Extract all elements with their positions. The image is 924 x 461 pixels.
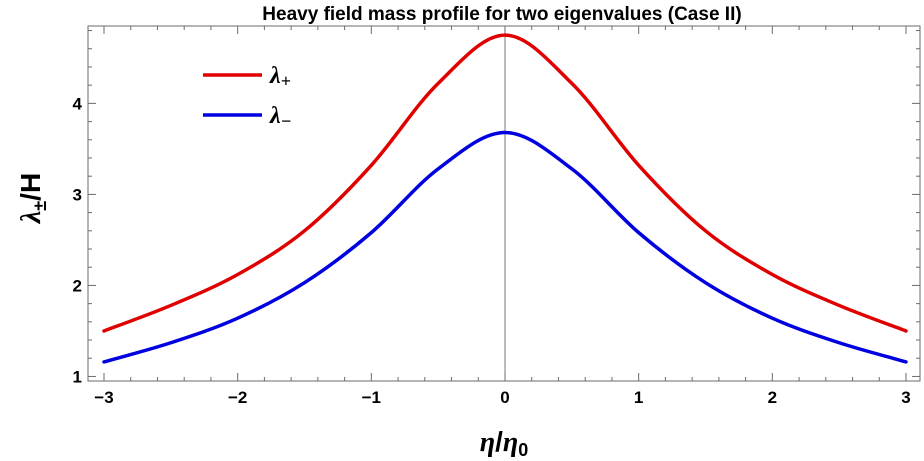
x-tick-label: 2 bbox=[768, 388, 777, 407]
x-axis: −3 −2 −1 0 1 2 3 bbox=[94, 26, 911, 407]
x-tick-label: 1 bbox=[634, 388, 643, 407]
y-tick-label: 3 bbox=[73, 185, 82, 204]
legend: λ+ λ− bbox=[203, 63, 292, 131]
x-tick-label: 3 bbox=[901, 388, 910, 407]
chart-title: Heavy field mass profile for two eigenva… bbox=[262, 4, 741, 25]
x-tick-label: 0 bbox=[500, 388, 509, 407]
x-axis-label: η/η0 bbox=[480, 426, 529, 460]
x-tick-label: −3 bbox=[94, 388, 113, 407]
series-line-lambda-plus bbox=[102, 33, 908, 333]
y-tick-label: 2 bbox=[73, 276, 82, 295]
legend-label: λ+ bbox=[269, 63, 291, 91]
y-tick-label: 4 bbox=[73, 94, 83, 113]
series-layer bbox=[102, 33, 908, 364]
series-line-lambda-minus bbox=[102, 130, 908, 364]
x-tick-label: −2 bbox=[228, 388, 247, 407]
x-tick-label: −1 bbox=[362, 388, 381, 407]
legend-label: λ− bbox=[269, 103, 292, 131]
plot-frame bbox=[87, 25, 921, 382]
y-axis-label: λ±/H bbox=[15, 173, 50, 224]
y-axis: 1 2 3 4 bbox=[73, 30, 920, 386]
y-tick-label: 1 bbox=[73, 367, 82, 386]
